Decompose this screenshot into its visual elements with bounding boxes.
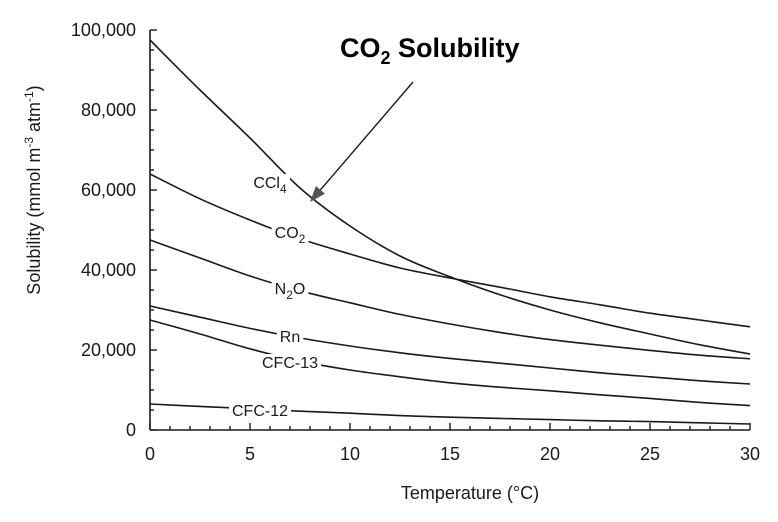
series-label-main: CO <box>275 225 299 242</box>
y-tick-label: 60,000 <box>81 180 136 200</box>
y-axis-label-end: ) <box>24 85 44 91</box>
y-axis-label-sup1: -3 <box>22 137 36 148</box>
chart-title-main: CO <box>340 33 381 63</box>
y-tick-label: 20,000 <box>81 340 136 360</box>
chart-title-subscript: 2 <box>381 48 391 68</box>
series-label-main: N <box>275 281 287 298</box>
y-tick-label: 80,000 <box>81 100 136 120</box>
series-label-background <box>271 224 309 247</box>
series-label-subscript: 2 <box>299 232 306 246</box>
y-tick-label: 40,000 <box>81 260 136 280</box>
series-label-subscript: 4 <box>280 182 287 196</box>
y-axis-label-mid: atm <box>24 102 44 137</box>
series-label-rn: Rn <box>280 329 300 346</box>
x-tick-label: 30 <box>740 444 760 464</box>
series-line-rn <box>149 305 751 385</box>
series-label-background <box>276 328 304 347</box>
series-label-main: Rn <box>280 329 300 346</box>
annotation-arrow-head <box>310 186 325 202</box>
x-axis-label: Temperature (°C) <box>401 483 539 503</box>
series-line-ccl <box>149 39 751 355</box>
series-label-co: CO2 <box>275 225 306 246</box>
series-label-cfc-12: CFC-12 <box>232 403 288 420</box>
x-tick-label: 10 <box>340 444 360 464</box>
series-label-rest: O <box>293 281 305 298</box>
series-line-n <box>149 239 751 360</box>
series-label-background <box>228 402 292 421</box>
x-axis-ticks: 0 5 10 15 20 25 30 <box>145 423 760 464</box>
series-line-co <box>149 173 751 328</box>
annotation-arrow-line <box>317 81 414 194</box>
series-label-main: CFC-12 <box>232 403 288 420</box>
series-label-background <box>271 280 309 303</box>
chart-title-rest: Solubility <box>391 33 520 63</box>
series-label-n: N2O <box>275 281 306 302</box>
y-axis-label: Solubility (mmol m-3 atm-1) <box>22 85 44 294</box>
series-label-subscript: 2 <box>286 288 293 302</box>
y-axis-label-main: Solubility (mmol m <box>24 148 44 295</box>
x-tick-label: 15 <box>440 444 460 464</box>
x-tick-label: 0 <box>145 444 155 464</box>
series-label-ccl: CCl4 <box>253 175 287 196</box>
y-axis-label-sup2: -1 <box>22 91 36 102</box>
x-tick-label: 25 <box>640 444 660 464</box>
series-line-cfc-13 <box>149 319 751 407</box>
x-tick-label: 5 <box>245 444 255 464</box>
y-tick-label: 0 <box>126 420 136 440</box>
x-tick-label: 20 <box>540 444 560 464</box>
annotation-arrow <box>310 81 414 202</box>
series-label-background <box>258 354 322 373</box>
series-label-cfc-13: CFC-13 <box>262 355 318 372</box>
y-tick-label: 100,000 <box>71 20 136 40</box>
series-label-background <box>250 174 290 197</box>
series-label-main: CCl <box>253 175 280 192</box>
series-label-main: CFC-13 <box>262 355 318 372</box>
chart-title: CO2 Solubility <box>340 33 520 68</box>
y-axis-ticks: 0 20,000 40,000 60,000 80,000 100,000 <box>71 20 157 440</box>
